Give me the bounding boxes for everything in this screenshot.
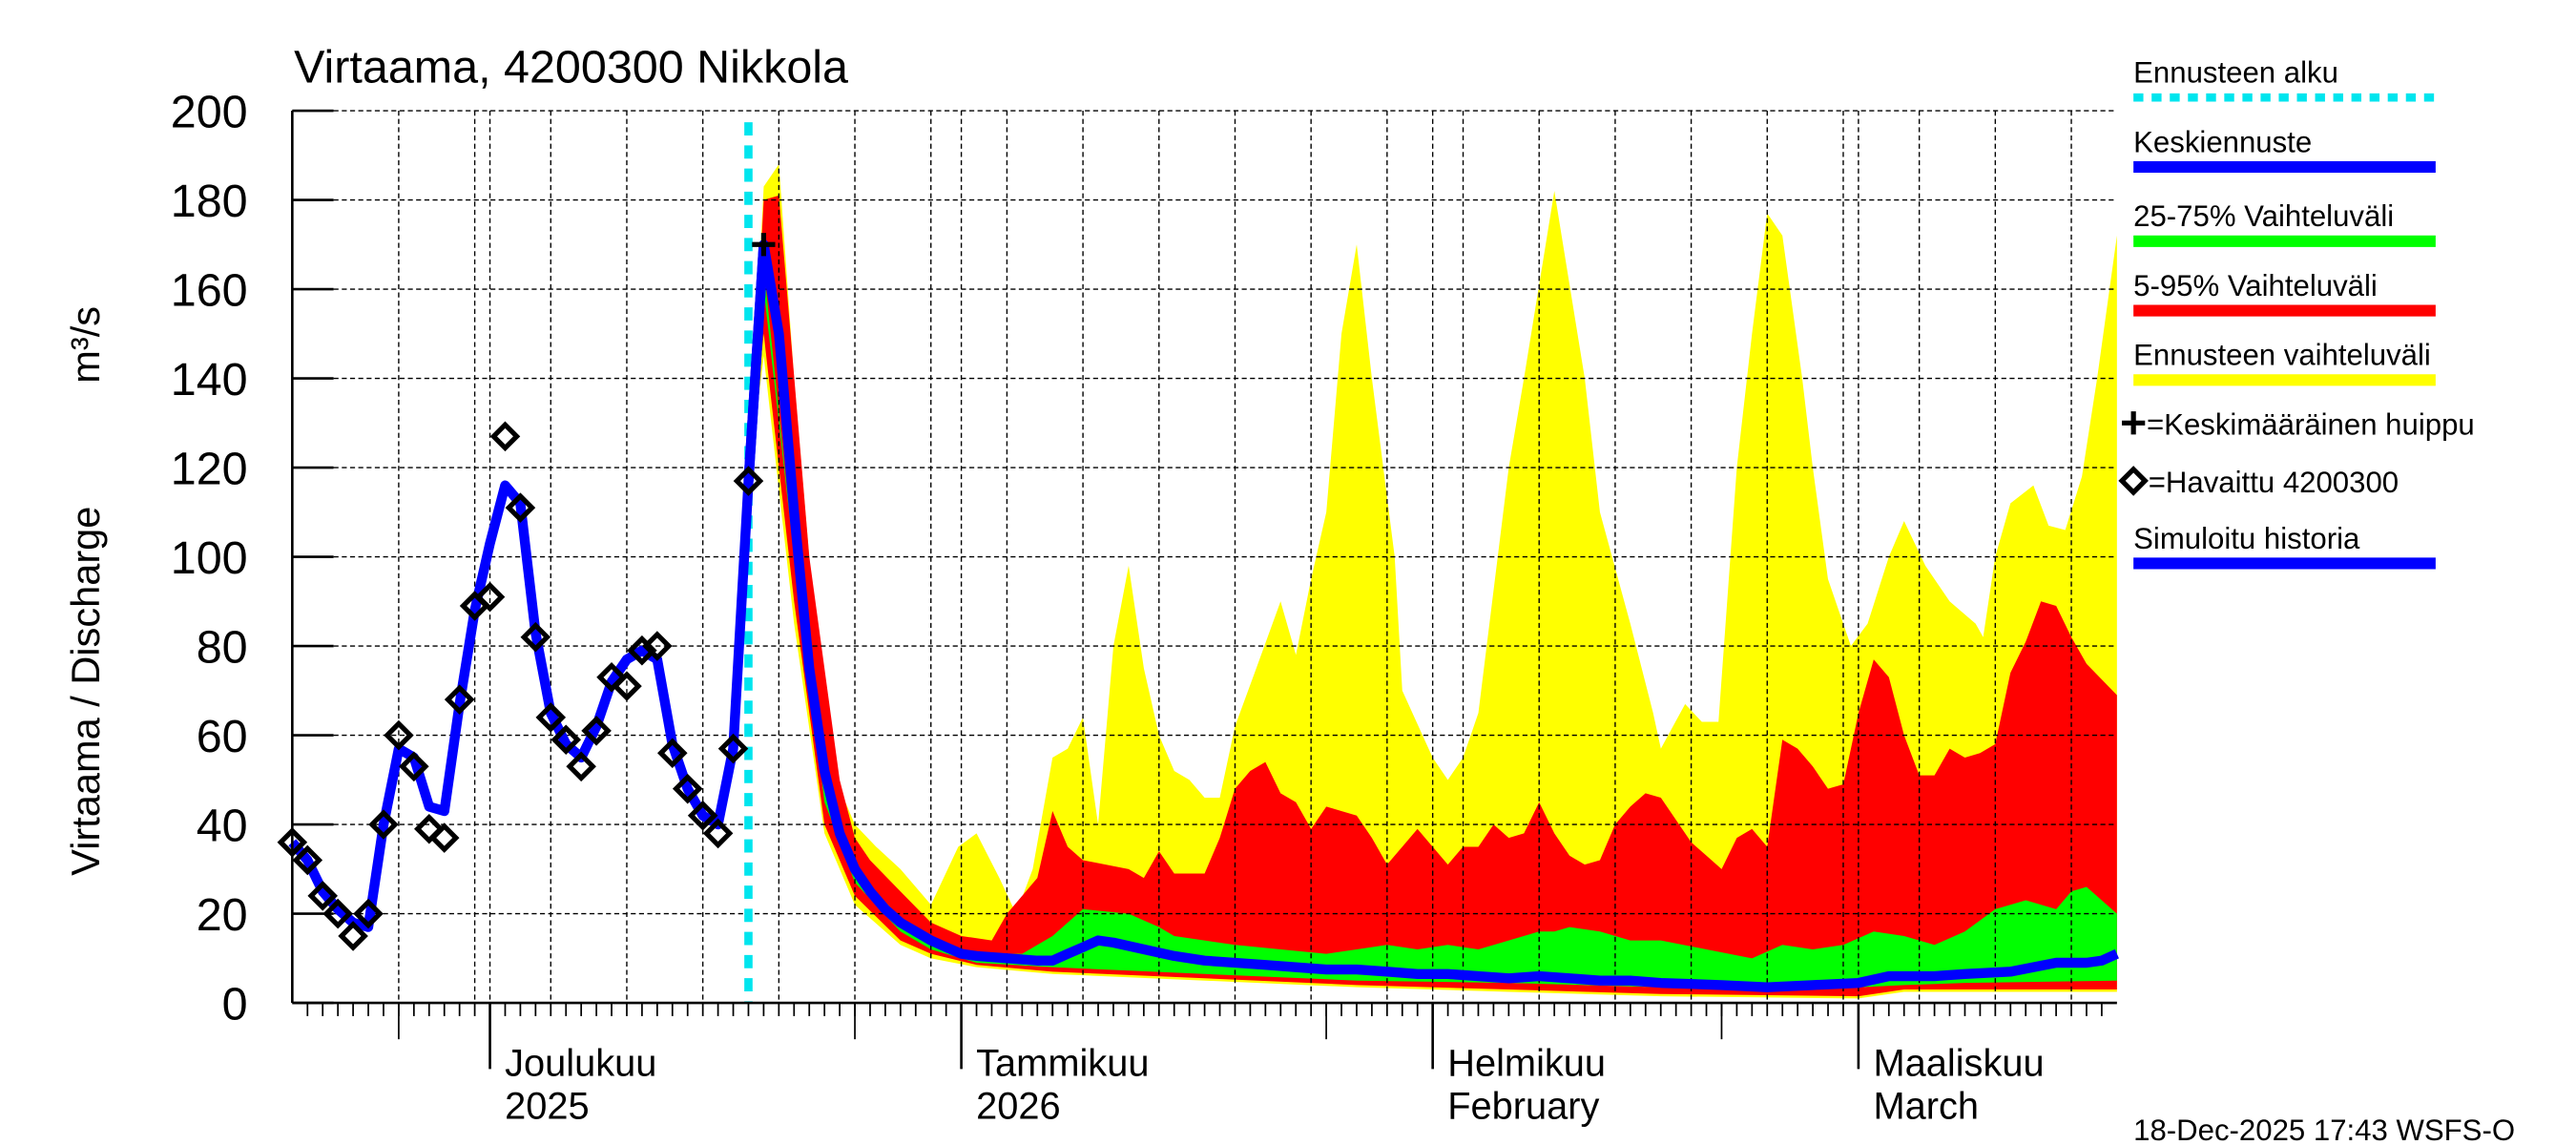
observed-point	[581, 716, 612, 746]
observed-point	[489, 421, 521, 452]
observed-point	[702, 818, 734, 849]
y-tick-label: 40	[197, 800, 248, 851]
median-forecast-line	[743, 239, 2119, 992]
observed-point	[353, 898, 384, 929]
y-tick-label: 0	[222, 978, 248, 1030]
y-axis-unit: m³/s	[63, 306, 108, 384]
y-tick-label: 180	[171, 176, 248, 227]
legend-label: Simuloitu historia	[2133, 522, 2360, 555]
band-forecast-range	[748, 164, 2117, 999]
legend-plus-icon	[2122, 411, 2146, 435]
y-tick-label: 80	[197, 621, 248, 673]
y-tick-label: 100	[171, 532, 248, 584]
legend-label: Ennusteen alku	[2133, 56, 2338, 90]
legend-label: 5-95% Vaihteluväli	[2133, 269, 2378, 302]
legend: Ennusteen alku Keskiennuste 25-75% Vaihtel…	[2118, 56, 2475, 570]
observed-point	[687, 800, 718, 831]
y-tick-label: 20	[197, 889, 248, 941]
footer-timestamp: 18-Dec-2025 17:43 WSFS-O	[2133, 1114, 2515, 1145]
observed-point	[535, 702, 567, 733]
observed-point	[520, 621, 551, 653]
chart-title: Virtaama, 4200300 Nikkola	[294, 42, 848, 94]
observed-point	[474, 581, 506, 613]
observed-point	[612, 671, 642, 701]
observed-point	[368, 809, 399, 840]
observed-point	[307, 881, 339, 911]
observed-point	[566, 751, 596, 782]
observed-point	[384, 719, 414, 751]
observed-point	[413, 813, 445, 844]
observed-point	[338, 921, 368, 951]
legend-label: Keskiennuste	[2133, 125, 2312, 158]
observed-point	[399, 751, 429, 782]
observed-point	[444, 684, 475, 715]
month-year-label: March	[1873, 1085, 1979, 1127]
y-tick-label: 60	[197, 711, 248, 762]
month-label: Joulukuu	[505, 1042, 656, 1084]
observed-point	[505, 492, 536, 523]
observed-point	[292, 844, 323, 876]
y-tick-label: 140	[171, 354, 248, 406]
mean-peak-marker	[752, 233, 776, 257]
month-label: Helmikuu	[1447, 1042, 1606, 1084]
month-label: Maaliskuu	[1873, 1042, 2044, 1084]
observed-point	[717, 733, 749, 764]
observed-point	[428, 822, 460, 853]
forecast-bands	[748, 164, 2117, 999]
month-year-label: February	[1447, 1085, 1599, 1127]
month-year-label: 2025	[505, 1085, 590, 1127]
observed-point	[596, 661, 627, 693]
legend-label: Ennusteen vaihteluväli	[2133, 339, 2431, 372]
y-axis-label: Virtaama / Discharge	[63, 507, 108, 876]
band-5-95	[748, 195, 2117, 997]
y-tick-label: 200	[171, 86, 248, 137]
observed-point	[733, 466, 764, 496]
observed-point	[551, 724, 582, 756]
series-lines	[277, 122, 2119, 1004]
legend-label: =Havaittu 4200300	[2149, 466, 2399, 499]
month-year-label: 2026	[976, 1085, 1061, 1127]
observed-point	[322, 898, 353, 929]
legend-diamond-icon	[2118, 466, 2149, 496]
month-label: Tammikuu	[976, 1042, 1149, 1084]
observed-point	[672, 773, 703, 804]
y-tick-label: 120	[171, 443, 248, 494]
legend-label: =Keskimääräinen huippu	[2147, 407, 2475, 441]
y-tick-label: 160	[171, 264, 248, 316]
observed-point	[642, 631, 673, 661]
grid-lines	[292, 110, 2117, 1004]
observed-point	[656, 738, 688, 769]
legend-label: 25-75% Vaihteluväli	[2133, 199, 2394, 233]
